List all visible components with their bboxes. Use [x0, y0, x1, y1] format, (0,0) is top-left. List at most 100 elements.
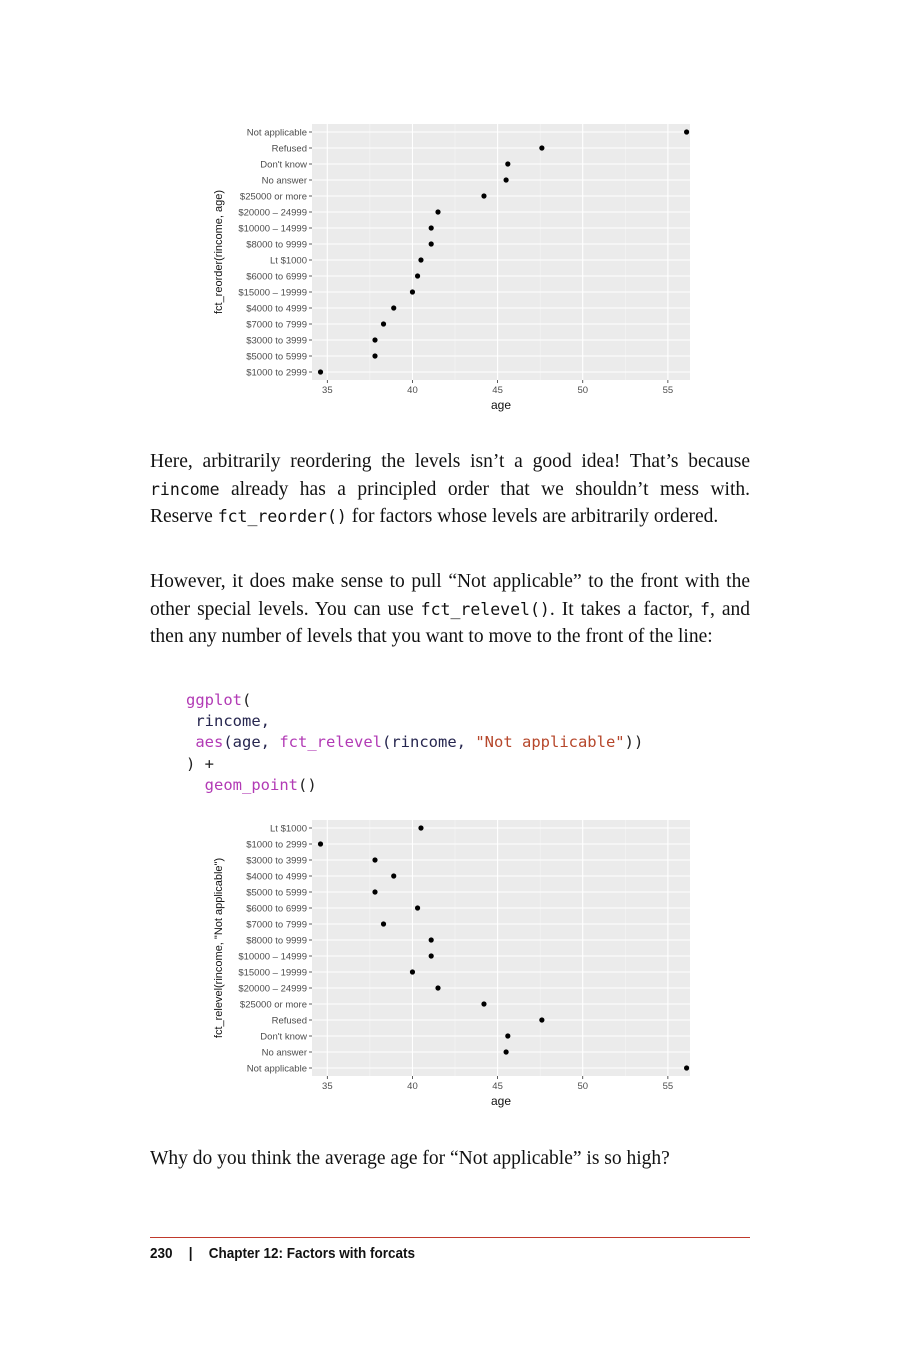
y-tick-label: $10000 – 14999	[238, 224, 307, 235]
data-point	[428, 953, 434, 959]
chart-reorder-svg: Not applicable Refused Don't know No answer…	[213, 124, 690, 412]
code-l3-a: (age,	[223, 733, 280, 752]
y-axis-title: fct_reorder(rincome, age)	[213, 190, 225, 314]
y-tick-label: Refused	[272, 144, 307, 155]
y-tick-label: $1000 to 2999	[246, 840, 307, 851]
data-point	[435, 985, 441, 991]
p1-text-a: Here, arbitrarily reordering the levels …	[150, 451, 750, 472]
code-fn-geom-point: geom_point	[204, 775, 298, 794]
y-axis-title: fct_relevel(rincome, "Not applicable")	[213, 858, 225, 1038]
y-tick-label: Don't know	[260, 1032, 307, 1043]
data-point	[418, 825, 424, 831]
y-tick-label: Not applicable	[247, 128, 307, 139]
y-tick-label: $4000 to 4999	[246, 872, 307, 883]
data-point	[539, 1017, 545, 1023]
data-point	[414, 905, 421, 911]
data-point	[428, 937, 434, 943]
code-l2: rincome,	[186, 712, 270, 731]
y-tick-label: Refused	[272, 1016, 307, 1027]
footer-separator: |	[188, 1245, 193, 1262]
code-fct-reorder: fct_reorder()	[217, 507, 347, 526]
code-l4: ) +	[186, 754, 214, 773]
code-fct-relevel: fct_relevel()	[420, 599, 550, 619]
x-axis-title: age	[491, 398, 511, 412]
y-tick-label: $10000 – 14999	[238, 952, 307, 963]
p3-text: Why do you think the average age for “No…	[150, 1148, 670, 1169]
chart-relevel: Lt $1000 $1000 to 2999 $3000 to 3999 $4000 …	[200, 814, 700, 1114]
y-tick-label: Don't know	[260, 160, 307, 171]
y-tick-label: Lt $1000	[270, 256, 307, 267]
data-point	[428, 225, 434, 231]
p2-text-c: , and then any number of levels that you…	[150, 598, 750, 648]
y-tick-label: $4000 to 4999	[246, 304, 307, 315]
data-point	[414, 273, 421, 279]
data-point	[409, 289, 416, 295]
plot-panel	[312, 820, 690, 1076]
code-l1-rest: (	[242, 691, 252, 709]
paragraph-relevel-intro: However, it does make sense to pull “Not…	[150, 568, 750, 651]
x-tick-label: 45	[492, 385, 503, 396]
p2-text-b: . It takes a factor,	[549, 598, 700, 620]
x-tick-label: 50	[577, 385, 588, 396]
code-fn-ggplot: ggplot	[186, 691, 242, 709]
x-tick-label: 55	[663, 385, 674, 396]
data-point	[317, 841, 324, 847]
y-tick-label: $6000 to 6999	[246, 272, 307, 283]
data-point	[481, 1001, 487, 1007]
paragraph-question: Why do you think the average age for “No…	[150, 1145, 750, 1173]
y-tick-label: $3000 to 3999	[246, 856, 307, 867]
code-l3-b: (rincome,	[382, 733, 476, 752]
y-tick-label: $7000 to 7999	[246, 920, 307, 931]
data-point	[435, 209, 441, 215]
y-tick-label: Lt $1000	[270, 824, 307, 835]
data-point	[409, 969, 416, 975]
y-tick-label: $5000 to 5999	[246, 352, 307, 363]
data-point	[372, 889, 378, 895]
y-tick-label: $8000 to 9999	[246, 936, 307, 947]
data-point	[372, 857, 378, 863]
data-point	[505, 161, 511, 167]
y-tick-label: $5000 to 5999	[246, 888, 307, 899]
data-point	[372, 353, 378, 359]
data-point	[503, 1049, 509, 1055]
footer-rule	[150, 1237, 750, 1238]
page-number: 230	[150, 1245, 173, 1262]
data-point	[380, 921, 387, 927]
y-tick-label: $20000 – 24999	[238, 984, 307, 995]
code-l3-c: ))	[624, 733, 644, 752]
code-l5-rest: ()	[298, 775, 317, 794]
p2-text-a: However, it does make sense to pull “Not…	[150, 571, 750, 620]
data-point	[380, 321, 387, 327]
chapter-title: Chapter 12: Factors with forcats	[208, 1245, 416, 1262]
y-tick-label: Not applicable	[247, 1064, 307, 1075]
x-tick-label: 40	[407, 385, 418, 396]
code-fn-aes: aes	[195, 733, 224, 752]
data-point	[391, 873, 397, 879]
p1-text-c: for factors whose levels are arbi­traril…	[346, 506, 719, 527]
y-tick-label: $7000 to 7999	[246, 320, 307, 331]
code-string: "Not applicable"	[475, 733, 625, 752]
data-point	[683, 1065, 690, 1071]
p1-text-b: already has a principled order that we s…	[150, 478, 750, 528]
x-tick-label: 40	[407, 1081, 418, 1092]
x-tick-label: 45	[492, 1081, 503, 1092]
data-point	[683, 129, 690, 135]
data-point	[481, 193, 487, 199]
data-point	[428, 241, 434, 247]
y-tick-label: $15000 – 19999	[238, 968, 307, 979]
code-fn-relevel: fct_relevel	[279, 733, 382, 752]
data-point	[539, 145, 545, 151]
data-point	[418, 257, 424, 263]
data-point	[505, 1033, 511, 1039]
y-tick-label: $25000 or more	[240, 1000, 307, 1011]
y-tick-label: $25000 or more	[240, 192, 307, 203]
x-tick-label: 35	[322, 385, 333, 396]
data-point	[503, 177, 509, 183]
data-point	[317, 369, 324, 375]
y-tick-label: $3000 to 3999	[246, 336, 307, 347]
page-footer: 230 | Chapter 12: Factors with forcats	[150, 1245, 415, 1262]
data-point	[372, 337, 378, 343]
y-tick-label: No answer	[262, 1048, 307, 1059]
x-tick-label: 55	[663, 1081, 674, 1092]
y-tick-label: $15000 – 19999	[238, 288, 307, 299]
